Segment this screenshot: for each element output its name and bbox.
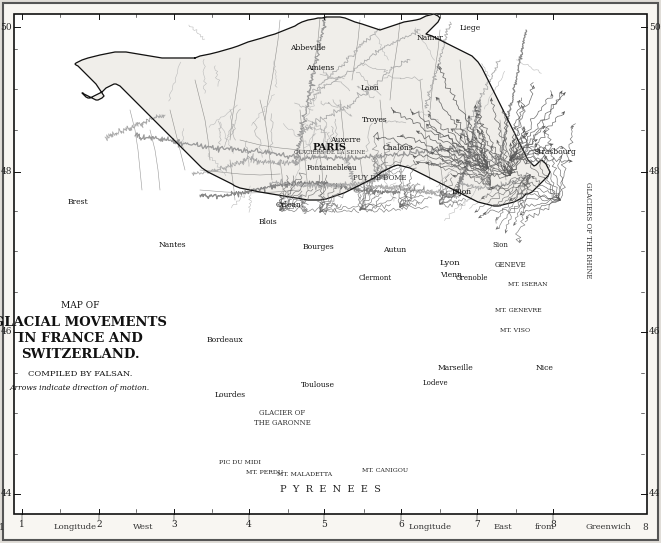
Text: 46: 46 bbox=[649, 327, 660, 337]
Text: Abbeville: Abbeville bbox=[290, 44, 326, 52]
Text: PARIS: PARIS bbox=[313, 142, 347, 151]
Text: Orlean.: Orlean. bbox=[276, 201, 304, 209]
Text: Grenoble: Grenoble bbox=[455, 274, 488, 282]
Text: East: East bbox=[494, 523, 512, 531]
Text: P  Y  R  E  N  E  E  S: P Y R E N E E S bbox=[280, 485, 381, 495]
Text: MT. ISERAN: MT. ISERAN bbox=[508, 282, 548, 287]
Text: 8: 8 bbox=[642, 522, 648, 532]
Text: MT. CANIGOU: MT. CANIGOU bbox=[362, 468, 408, 472]
Text: 50: 50 bbox=[1, 22, 12, 31]
Text: Greenwich: Greenwich bbox=[585, 523, 631, 531]
Text: Lourdes: Lourdes bbox=[214, 391, 246, 399]
Text: 48: 48 bbox=[1, 167, 12, 176]
Text: Blois: Blois bbox=[258, 218, 278, 226]
Text: Strasbourg: Strasbourg bbox=[533, 148, 576, 156]
Text: Marseille: Marseille bbox=[437, 364, 473, 372]
Text: Amiens: Amiens bbox=[306, 64, 334, 72]
Text: Nantes: Nantes bbox=[158, 241, 186, 249]
Text: Auxerre: Auxerre bbox=[330, 136, 360, 144]
Text: Brest: Brest bbox=[67, 198, 89, 206]
Text: 3: 3 bbox=[171, 520, 176, 529]
Text: GLACIER OF
THE GARONNE: GLACIER OF THE GARONNE bbox=[254, 409, 311, 427]
Text: PUY DE DOME: PUY DE DOME bbox=[353, 174, 407, 182]
Text: 8: 8 bbox=[550, 520, 556, 529]
Text: Dijon: Dijon bbox=[452, 188, 472, 196]
Text: Toulouse: Toulouse bbox=[301, 381, 335, 389]
Text: Namur: Namur bbox=[416, 34, 444, 42]
Text: 4: 4 bbox=[246, 520, 252, 529]
Text: Nice: Nice bbox=[536, 364, 554, 372]
Text: 50: 50 bbox=[649, 22, 660, 31]
Text: 2: 2 bbox=[97, 520, 102, 529]
Text: MAP OF: MAP OF bbox=[61, 300, 99, 310]
Text: 1: 1 bbox=[19, 520, 25, 529]
Text: West: West bbox=[133, 523, 153, 531]
Text: 44: 44 bbox=[649, 489, 660, 498]
Text: Liege: Liege bbox=[459, 24, 481, 32]
Text: Laon: Laon bbox=[360, 84, 379, 92]
Text: Lyon: Lyon bbox=[440, 259, 460, 267]
Text: 1: 1 bbox=[0, 522, 5, 532]
Polygon shape bbox=[75, 14, 550, 206]
Text: Longitude: Longitude bbox=[54, 523, 97, 531]
Text: IN FRANCE AND: IN FRANCE AND bbox=[18, 331, 142, 344]
Text: 6: 6 bbox=[398, 520, 404, 529]
Text: PIC DU MIDI: PIC DU MIDI bbox=[219, 460, 261, 465]
Text: GLACIAL MOVEMENTS: GLACIAL MOVEMENTS bbox=[0, 315, 167, 329]
Text: 5: 5 bbox=[321, 520, 327, 529]
Text: 7: 7 bbox=[474, 520, 480, 529]
Text: 44: 44 bbox=[1, 489, 12, 498]
Text: Autun: Autun bbox=[383, 246, 407, 254]
Text: GLACIERS OF THE RHINE: GLACIERS OF THE RHINE bbox=[584, 182, 592, 278]
Text: Arrows indicate direction of motion.: Arrows indicate direction of motion. bbox=[10, 384, 150, 392]
Text: Troyes: Troyes bbox=[362, 116, 388, 124]
Text: Chalons: Chalons bbox=[383, 144, 413, 152]
Text: 46: 46 bbox=[1, 327, 12, 337]
Text: Bourges: Bourges bbox=[302, 243, 334, 251]
Text: Longitude: Longitude bbox=[408, 523, 451, 531]
Text: GENEVE: GENEVE bbox=[494, 261, 525, 269]
Text: MT. VISO: MT. VISO bbox=[500, 327, 530, 332]
Text: MT. PERDU: MT. PERDU bbox=[247, 470, 284, 475]
Text: COMPILED BY FALSAN.: COMPILED BY FALSAN. bbox=[28, 370, 132, 378]
Text: Sion: Sion bbox=[492, 241, 508, 249]
Text: GLACIERS DE LA SEINE: GLACIERS DE LA SEINE bbox=[294, 150, 366, 155]
Text: Lodeve: Lodeve bbox=[422, 379, 447, 387]
Text: MT. MALADETTA: MT. MALADETTA bbox=[278, 471, 332, 477]
Text: SWITZERLAND.: SWITZERLAND. bbox=[20, 348, 139, 361]
Text: MT. GENEVRE: MT. GENEVRE bbox=[494, 307, 541, 313]
Text: Fontainebleau: Fontainebleau bbox=[307, 164, 357, 172]
Text: 48: 48 bbox=[649, 167, 660, 176]
Text: Clermont: Clermont bbox=[358, 274, 391, 282]
Text: from: from bbox=[535, 523, 555, 531]
Text: Vienn.: Vienn. bbox=[440, 271, 464, 279]
Text: Bordeaux: Bordeaux bbox=[207, 336, 243, 344]
